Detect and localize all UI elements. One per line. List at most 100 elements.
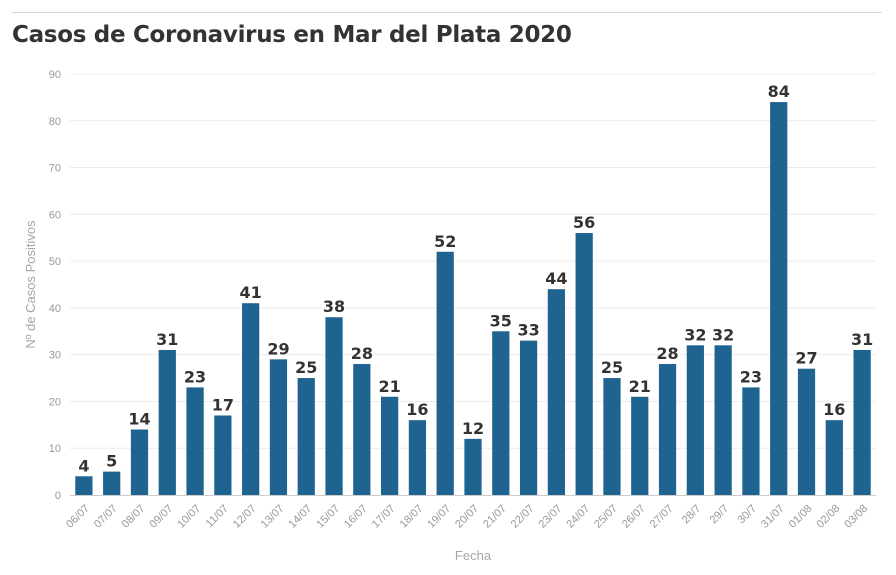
data-label: 25 xyxy=(295,358,317,377)
y-tick-label: 60 xyxy=(49,209,61,221)
bar xyxy=(853,349,871,495)
x-tick-label: 28/7 xyxy=(680,503,704,527)
bar xyxy=(686,345,704,495)
y-tick-label: 10 xyxy=(49,443,61,455)
data-labels: 4 5 14 31 23 17 41 29 25 38 28 21 16 52 12 35 33 44 56 25 21… xyxy=(78,82,873,475)
bar xyxy=(436,251,454,495)
x-tick-label: 01/08 xyxy=(787,503,815,531)
data-label: 44 xyxy=(545,269,567,288)
y-tick-label: 40 xyxy=(49,303,61,315)
bar xyxy=(714,345,732,495)
bar xyxy=(297,378,315,495)
y-tick-label: 0 xyxy=(55,490,61,502)
data-label: 16 xyxy=(406,400,428,419)
data-label: 14 xyxy=(128,410,150,429)
bar xyxy=(158,349,176,495)
data-label: 32 xyxy=(684,325,706,344)
data-label: 23 xyxy=(184,367,206,386)
bar xyxy=(547,289,565,495)
x-tick-label: 14/07 xyxy=(286,503,314,531)
data-label: 21 xyxy=(629,377,651,396)
y-tick-label: 20 xyxy=(49,396,61,408)
x-tick-label: 19/07 xyxy=(425,503,453,531)
top-rule xyxy=(12,12,882,13)
bars xyxy=(75,102,871,496)
data-label: 4 xyxy=(78,456,89,475)
x-tick-label: 21/07 xyxy=(481,503,509,531)
bar xyxy=(464,438,482,495)
data-label: 29 xyxy=(267,339,289,358)
data-label: 27 xyxy=(795,349,817,368)
bar xyxy=(519,340,538,495)
x-tick-label: 06/07 xyxy=(64,503,92,531)
bar xyxy=(770,102,788,496)
y-axis-label: Nº de Casos Positivos xyxy=(23,220,38,349)
y-tick-label: 70 xyxy=(49,163,61,175)
bar xyxy=(603,378,621,495)
data-label: 31 xyxy=(156,330,178,349)
x-axis-label: Fecha xyxy=(455,548,492,563)
bar xyxy=(631,396,649,495)
data-label: 28 xyxy=(351,344,373,363)
data-label: 12 xyxy=(462,419,484,438)
bar xyxy=(269,359,288,495)
x-tick-label: 27/07 xyxy=(648,503,676,531)
x-tick-label: 08/07 xyxy=(120,503,148,531)
bar xyxy=(242,303,260,495)
bar xyxy=(797,368,816,495)
data-label: 31 xyxy=(851,330,873,349)
x-tick-label: 17/07 xyxy=(370,503,398,531)
data-label: 5 xyxy=(106,452,117,471)
y-tick-label: 90 xyxy=(49,69,61,81)
x-axis-ticks: 06/07 07/07 08/07 09/07 10/07 11/07 12/07 13/07… xyxy=(64,503,870,531)
data-label: 21 xyxy=(378,377,400,396)
bar xyxy=(825,420,843,495)
x-tick-label: 20/07 xyxy=(453,503,481,531)
data-label: 32 xyxy=(712,325,734,344)
chart-title: Casos de Coronavirus en Mar del Plata 20… xyxy=(12,22,572,48)
x-tick-label: 15/07 xyxy=(314,503,342,531)
data-label: 23 xyxy=(740,367,762,386)
bar xyxy=(130,429,149,495)
data-label: 25 xyxy=(601,358,623,377)
gridlines xyxy=(70,73,876,449)
y-axis-ticks: 0 10 20 30 40 50 60 70 80 90 xyxy=(49,69,61,502)
x-tick-label: 29/7 xyxy=(708,503,732,527)
x-tick-label: 02/08 xyxy=(814,503,842,531)
data-label: 16 xyxy=(823,400,845,419)
data-label: 17 xyxy=(212,395,234,414)
x-tick-label: 30/7 xyxy=(735,503,759,527)
bar xyxy=(575,233,593,496)
bar xyxy=(103,471,121,495)
data-label: 52 xyxy=(434,232,456,251)
x-tick-label: 31/07 xyxy=(759,503,787,531)
x-tick-label: 26/07 xyxy=(620,503,648,531)
x-tick-label: 10/07 xyxy=(175,503,203,531)
x-tick-label: 03/08 xyxy=(842,503,870,531)
bar xyxy=(742,387,760,495)
x-tick-label: 16/07 xyxy=(342,503,370,531)
bar xyxy=(658,364,677,495)
x-tick-label: 22/07 xyxy=(509,503,537,531)
x-tick-label: 12/07 xyxy=(231,503,259,531)
bar xyxy=(492,331,510,495)
data-label: 35 xyxy=(490,311,512,330)
bar xyxy=(408,420,427,495)
x-tick-label: 24/07 xyxy=(564,503,592,531)
bar xyxy=(325,317,343,495)
y-tick-label: 80 xyxy=(49,116,61,128)
data-label: 38 xyxy=(323,297,345,316)
data-label: 41 xyxy=(240,283,262,302)
data-label: 33 xyxy=(517,321,539,340)
data-label: 56 xyxy=(573,213,595,232)
y-tick-label: 30 xyxy=(49,350,61,362)
bar xyxy=(75,476,93,495)
x-tick-label: 09/07 xyxy=(147,503,175,531)
bar xyxy=(214,415,232,495)
x-tick-label: 23/07 xyxy=(537,503,565,531)
y-tick-label: 50 xyxy=(49,256,61,268)
bar xyxy=(186,387,204,495)
x-tick-label: 25/07 xyxy=(592,503,620,531)
bar xyxy=(353,364,371,495)
x-tick-label: 13/07 xyxy=(259,503,287,531)
